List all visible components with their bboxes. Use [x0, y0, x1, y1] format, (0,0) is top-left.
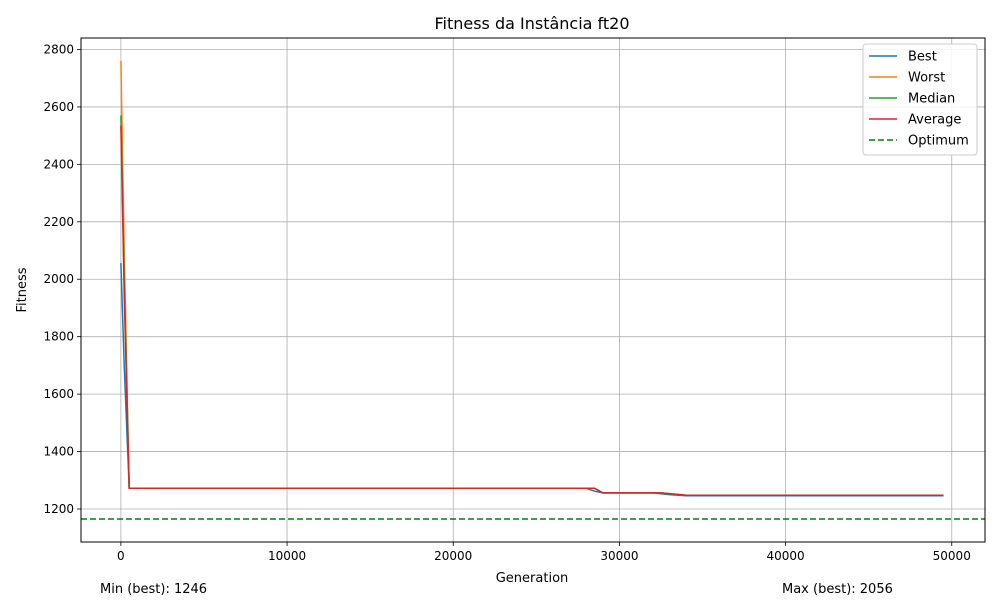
- x-tick-label: 50000: [933, 549, 971, 563]
- legend: Best Worst Median Average Optimum: [862, 43, 978, 156]
- grid: [81, 38, 985, 542]
- legend-label: Optimum: [908, 134, 969, 149]
- y-tick-label: 2800: [43, 42, 74, 56]
- series-line-best: [120, 263, 944, 497]
- x-tick-label: 10000: [268, 549, 306, 563]
- y-tick-label: 2400: [43, 157, 74, 171]
- chart-title: Fitness da Instância ft20: [434, 14, 629, 33]
- series-line-median: [120, 115, 944, 496]
- y-tick-label: 2200: [43, 215, 74, 229]
- series-line-average: [120, 125, 944, 496]
- y-tick-label: 1800: [43, 330, 74, 344]
- legend-label: Best: [908, 50, 937, 65]
- x-axis-label: Generation: [496, 571, 569, 586]
- x-tick-label: 30000: [600, 549, 638, 563]
- series-line-worst: [120, 60, 944, 496]
- legend-box: [862, 43, 978, 156]
- axis-ticks: 0 10000 20000 30000 40000 50000 1200 1400 1600 18…: [43, 42, 970, 563]
- y-tick-label: 1600: [43, 387, 74, 401]
- y-axis-label: Fitness: [15, 267, 30, 312]
- series-lines: [81, 60, 985, 520]
- min-best-note: Min (best): 1246: [100, 582, 208, 597]
- y-tick-label: 2000: [43, 272, 74, 286]
- x-tick-label: 40000: [766, 549, 804, 563]
- x-tick-label: 0: [117, 549, 125, 563]
- y-tick-label: 1200: [43, 502, 74, 516]
- legend-label: Median: [908, 92, 955, 107]
- y-tick-label: 1400: [43, 445, 74, 459]
- y-tick-label: 2600: [43, 100, 74, 114]
- x-tick-label: 20000: [434, 549, 472, 563]
- max-best-note: Max (best): 2056: [782, 582, 893, 597]
- legend-label: Worst: [908, 71, 945, 86]
- legend-label: Average: [908, 113, 961, 128]
- plot-area-frame: [80, 37, 986, 543]
